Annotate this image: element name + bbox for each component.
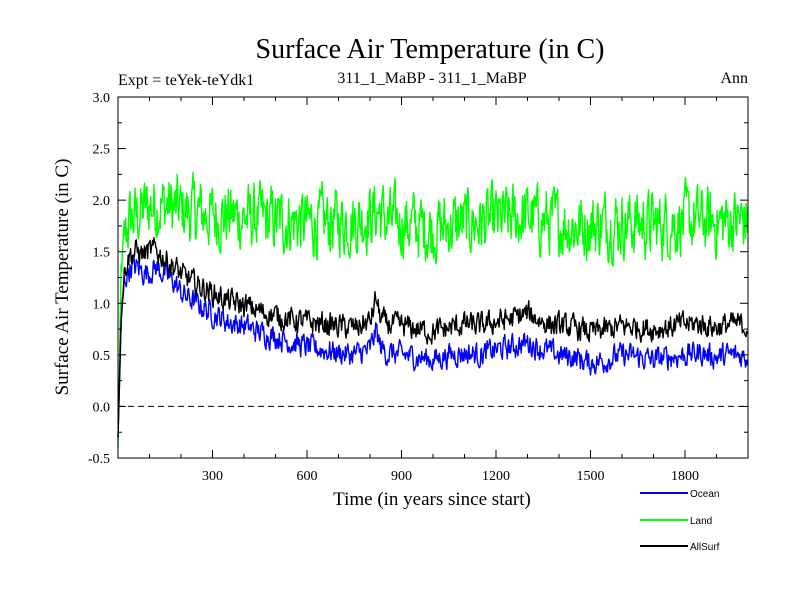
y-tick-label: 2.5 — [93, 143, 111, 158]
chart-subtitle-left: Expt = teYek-teYdk1 — [118, 72, 254, 89]
series-line-allsurf — [117, 237, 749, 438]
y-tick-label: 2.0 — [93, 194, 111, 209]
x-tick-label: 1500 — [577, 469, 605, 484]
legend-label-allsurf: AllSurf — [690, 542, 720, 553]
y-axis-label: Surface Air Temperature (in C) — [52, 159, 73, 396]
x-tick-label: 600 — [297, 469, 318, 484]
series-line-land — [117, 171, 749, 448]
series-layer — [117, 171, 749, 448]
legend-label-land: Land — [690, 516, 712, 527]
x-tick-label: 1200 — [482, 469, 510, 484]
chart-title: Surface Air Temperature (in C) — [256, 34, 605, 65]
chart-subtitle-center: 311_1_MaBP - 311_1_MaBP — [337, 70, 526, 87]
y-tick-label: 1.0 — [93, 297, 111, 312]
y-tick-label: 3.0 — [93, 91, 111, 106]
plot-frame — [117, 96, 749, 459]
y-tick-label: 0.0 — [93, 400, 111, 415]
x-axis-label: Time (in years since start) — [333, 489, 531, 510]
legend: Ocean Land AllSurf — [640, 489, 720, 553]
y-tick-label: 1.5 — [93, 246, 111, 261]
x-tick-label: 300 — [202, 469, 223, 484]
y-tick-label: 0.5 — [93, 349, 111, 364]
axis-layer: 300 600 900 1200 1500 1800 -0.5 0.0 0.5 1.0 1.5 2.0… — [88, 91, 748, 484]
y-tick-label: -0.5 — [88, 452, 110, 467]
x-tick-label: 1800 — [671, 469, 699, 484]
legend-label-ocean: Ocean — [690, 489, 719, 500]
chart-subtitle-right: Ann — [720, 70, 748, 87]
x-tick-label: 900 — [391, 469, 412, 484]
series-line-ocean — [117, 254, 749, 438]
